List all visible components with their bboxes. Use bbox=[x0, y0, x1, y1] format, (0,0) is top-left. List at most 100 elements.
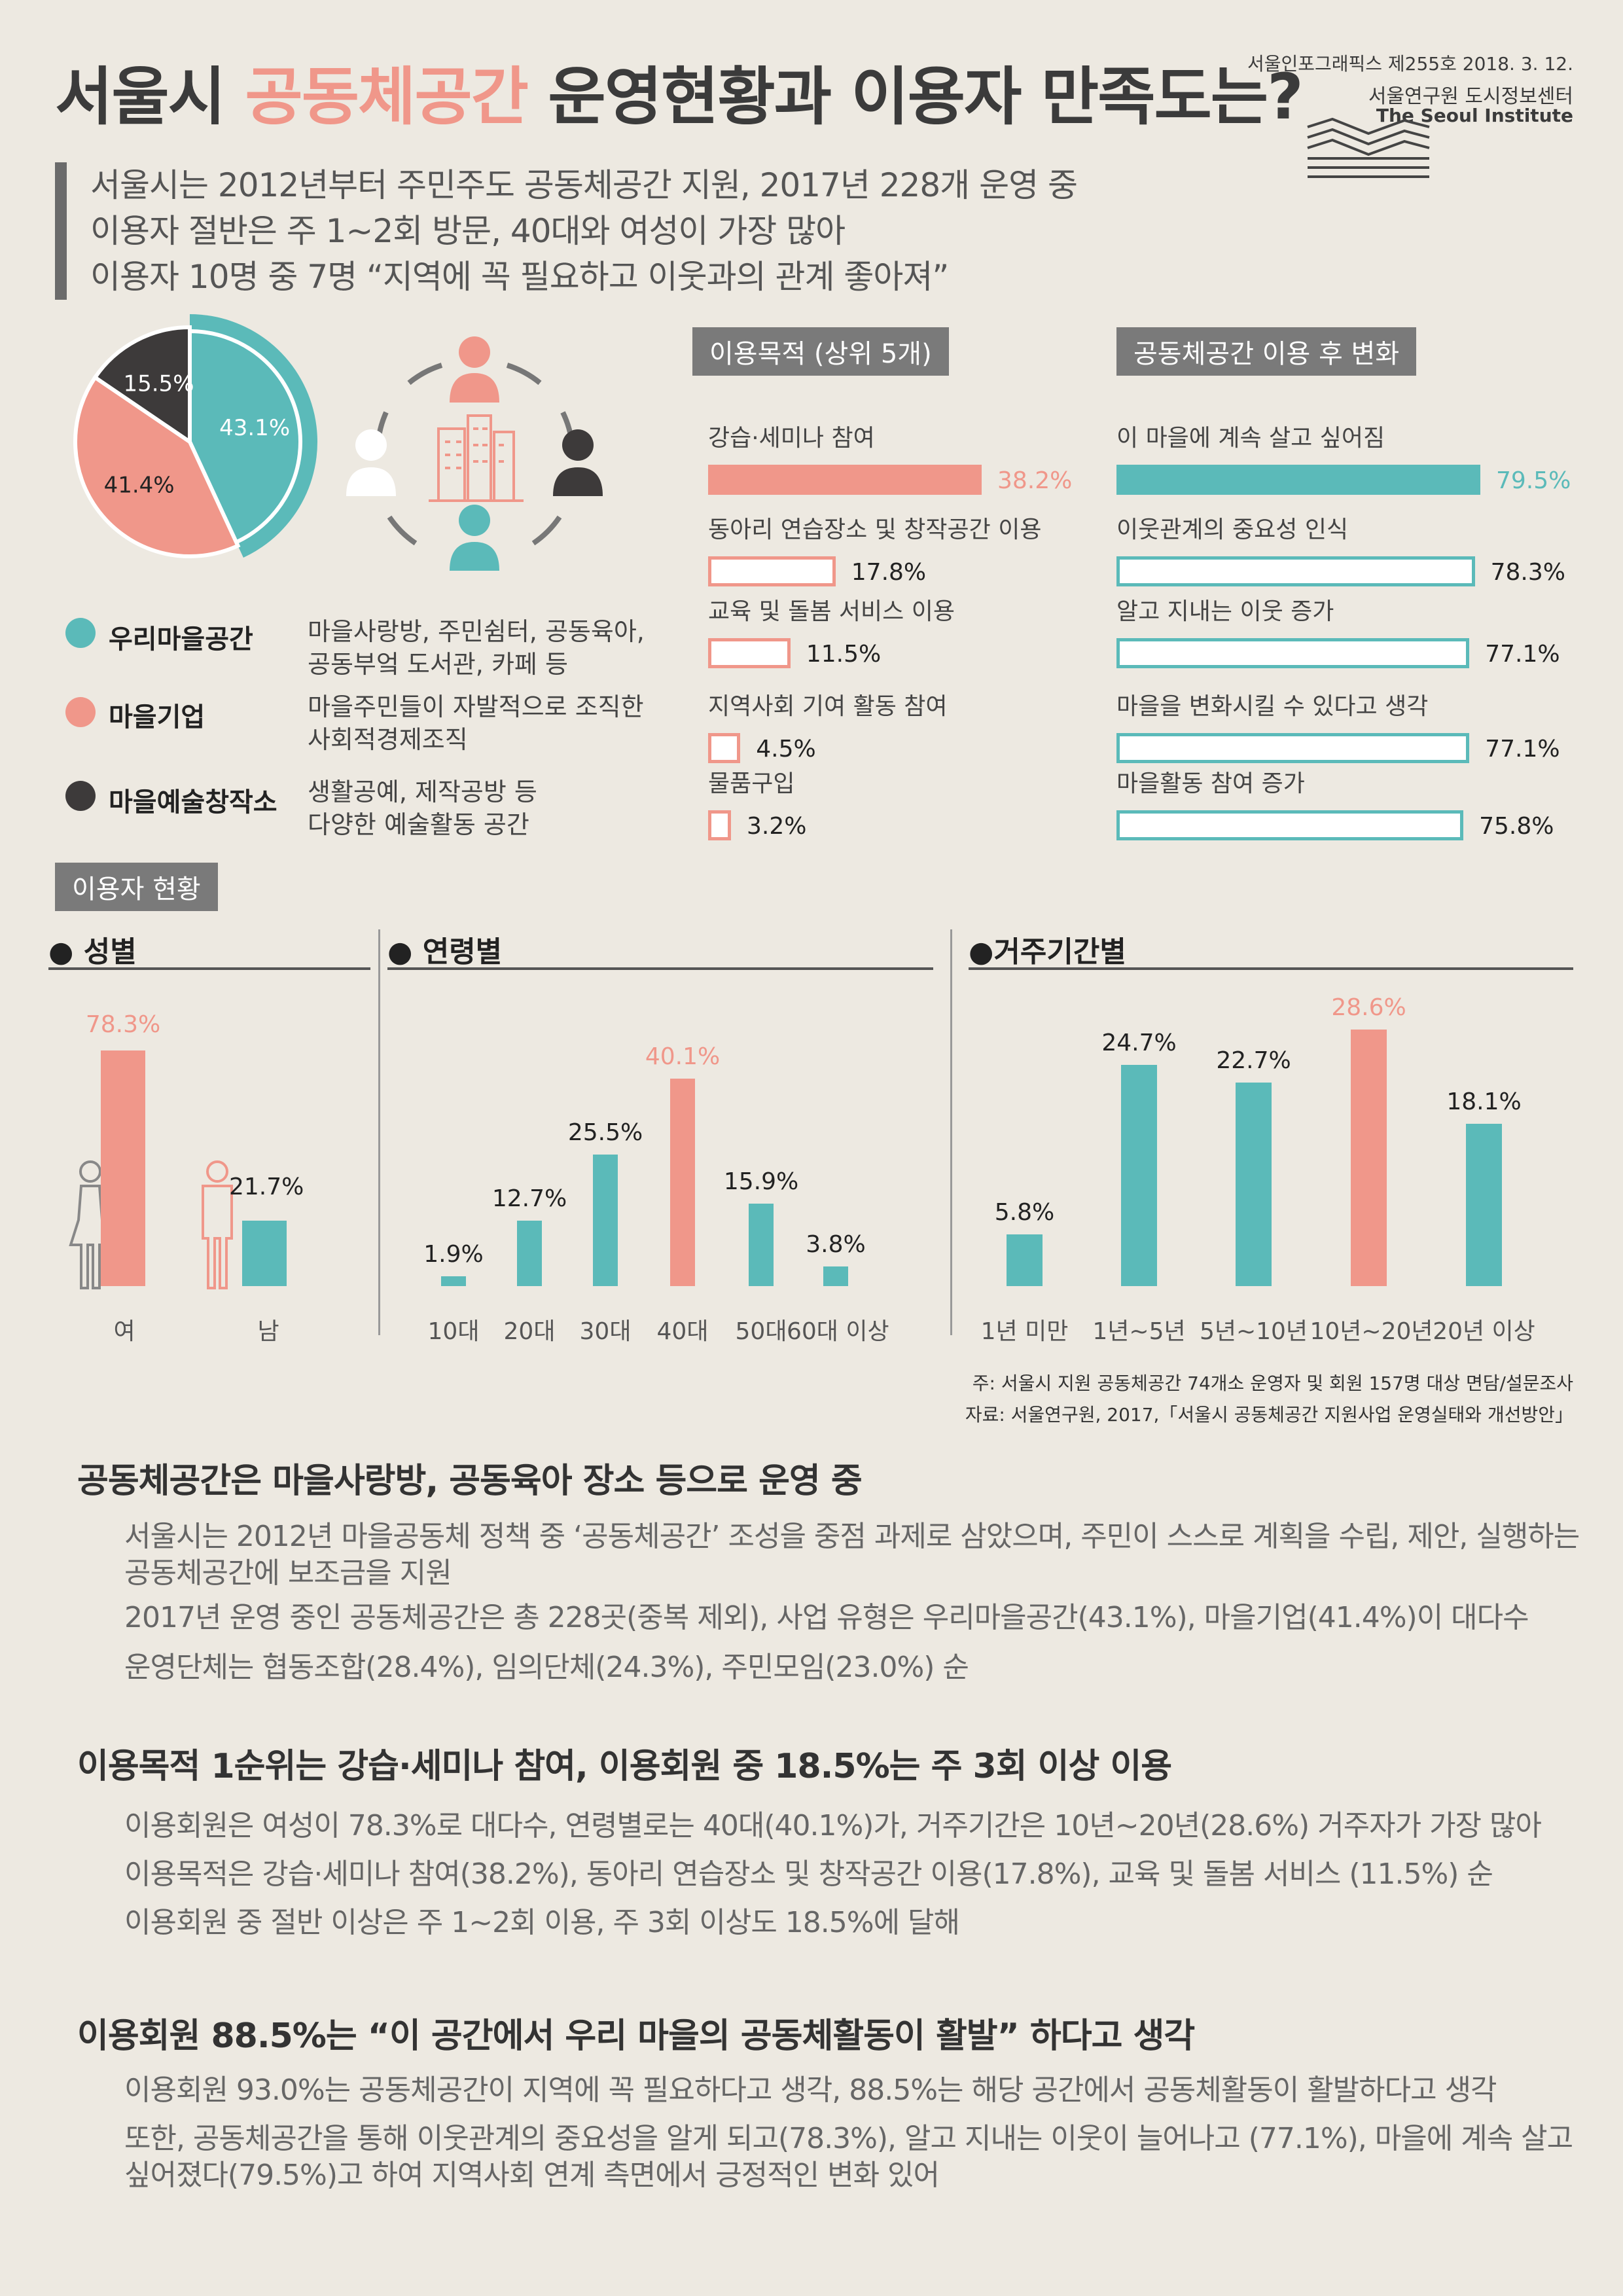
vbar bbox=[1121, 1064, 1157, 1286]
age-heading-line bbox=[387, 967, 933, 970]
summary-block: 서울시는 2012년부터 주민주도 공동체공간 지원, 2017년 228개 운… bbox=[55, 162, 1078, 300]
vbar-value-label: 25.5% bbox=[567, 1119, 643, 1146]
seoul-institute-logo bbox=[1307, 118, 1430, 178]
vbar bbox=[1007, 1234, 1043, 1286]
residence-title: 거주기간별 bbox=[993, 935, 1126, 969]
hbar-category-label: 강습·세미나 참여 bbox=[708, 425, 875, 452]
legend-desc-line: 공동부엌 도서관, 카페 등 bbox=[308, 650, 568, 679]
gender-heading: ● 성별 bbox=[48, 935, 137, 969]
summary-line: 서울시는 2012년부터 주민주도 공동체공간 지원, 2017년 228개 운… bbox=[90, 166, 1078, 204]
legend-dot-teal bbox=[65, 618, 96, 648]
vbar-category-label: 10년~20년 bbox=[1310, 1318, 1433, 1345]
section-paragraph: 이용회원 중 절반 이상은 주 1~2회 이용, 주 3회 이상도 18.5%에… bbox=[124, 1906, 960, 1939]
divider bbox=[378, 929, 380, 1335]
legend-desc: 생활공예, 제작공방 등 다양한 예술활동 공간 bbox=[308, 776, 537, 841]
residence-heading-line bbox=[969, 967, 1573, 970]
hbar-category-label: 물품구입 bbox=[708, 770, 795, 797]
section-paragraph: 이용회원은 여성이 78.3%로 대다수, 연령별로는 40대(40.1%)가,… bbox=[124, 1809, 1542, 1842]
hbar bbox=[708, 638, 791, 668]
summary-line: 이용자 절반은 주 1~2회 방문, 40대와 여성이 가장 많아 bbox=[90, 212, 846, 250]
age-heading: ● 연령별 bbox=[387, 935, 503, 969]
change-title: 공동체공간 이용 후 변화 bbox=[1116, 327, 1417, 376]
person-icon bbox=[553, 429, 603, 496]
person-icon bbox=[450, 336, 499, 403]
pie-slice bbox=[92, 325, 192, 446]
gender-title: 성별 bbox=[83, 935, 137, 969]
vbar-category-label: 40대 bbox=[656, 1318, 709, 1345]
hbar-category-label: 마을을 변화시킬 수 있다고 생각 bbox=[1116, 693, 1429, 720]
legend-desc-line: 마을주민들이 자발적으로 조직한 bbox=[308, 692, 644, 721]
legend-desc-line: 사회적경제조직 bbox=[308, 725, 468, 754]
hbar bbox=[708, 465, 982, 495]
vbar-value-label: 5.8% bbox=[994, 1198, 1055, 1226]
vbar bbox=[749, 1204, 774, 1286]
hbar-category-label: 이웃관계의 중요성 인식 bbox=[1116, 516, 1349, 543]
vbar-category-label: 30대 bbox=[579, 1318, 632, 1345]
hbar-value-label: 17.8% bbox=[851, 559, 927, 586]
hbar bbox=[708, 556, 836, 586]
divider bbox=[950, 929, 952, 1335]
vbar bbox=[593, 1154, 618, 1286]
pie-label: 15.5% bbox=[123, 370, 194, 397]
legend-desc-line: 생활공예, 제작공방 등 bbox=[308, 778, 537, 806]
legend-name: 마을기업 bbox=[109, 702, 205, 732]
hbar bbox=[1116, 638, 1470, 668]
vbar-value-label: 12.7% bbox=[491, 1185, 567, 1212]
vbar-category-label: 60대 이상 bbox=[787, 1318, 889, 1345]
title-post: 운영현황과 이용자 만족도는? bbox=[527, 60, 1303, 134]
hbar-category-label: 교육 및 돌봄 서비스 이용 bbox=[708, 598, 955, 625]
pie-label: 43.1% bbox=[219, 415, 290, 441]
legend-name: 마을예술창작소 bbox=[109, 787, 277, 817]
hbar-category-label: 동아리 연습장소 및 창작공간 이용 bbox=[708, 516, 1042, 543]
vbar bbox=[242, 1221, 287, 1286]
hbar-category-label: 이 마을에 계속 살고 싶어짐 bbox=[1116, 425, 1385, 452]
vbar bbox=[1236, 1083, 1272, 1286]
age-title: 연령별 bbox=[422, 935, 503, 969]
type-pie-chart: 43.1% 41.4% 15.5% bbox=[73, 314, 318, 558]
hbar-value-label: 3.2% bbox=[747, 813, 807, 840]
legend-desc: 마을주민들이 자발적으로 조직한 사회적경제조직 bbox=[308, 691, 644, 756]
person-icon bbox=[450, 505, 499, 571]
vbar-category-label: 20년 이상 bbox=[1433, 1318, 1535, 1345]
users-title: 이용자 현황 bbox=[55, 863, 218, 911]
hbar-category-label: 지역사회 기여 활동 참여 bbox=[708, 693, 948, 720]
hbar-value-label: 79.5% bbox=[1496, 467, 1571, 494]
section-paragraph: 또한, 공동체공간을 통해 이웃관계의 중요성을 알게 되고(78.3%), 알… bbox=[124, 2122, 1573, 2192]
legend-dot-dark bbox=[65, 781, 96, 811]
residence-heading: ●거주기간별 bbox=[969, 935, 1126, 969]
vbar bbox=[1466, 1124, 1502, 1286]
pie-slice-inner bbox=[188, 329, 302, 545]
pie-slice bbox=[73, 374, 241, 558]
vbar-value-label: 21.7% bbox=[229, 1174, 304, 1201]
hbar bbox=[1116, 465, 1480, 495]
vbar-category-label: 여 bbox=[113, 1318, 135, 1345]
section-heading: 이용목적 1순위는 강습·세미나 참여, 이용회원 중 18.5%는 주 3회 … bbox=[77, 1747, 1172, 1786]
vbar-value-label: 24.7% bbox=[1101, 1029, 1177, 1056]
vbar-category-label: 남 bbox=[257, 1318, 279, 1345]
vbar bbox=[441, 1276, 466, 1286]
hbar-value-label: 38.2% bbox=[997, 467, 1073, 494]
vbar-category-label: 10대 bbox=[427, 1318, 480, 1345]
legend-dot-salmon bbox=[65, 697, 96, 727]
hbar bbox=[708, 810, 732, 840]
pie-label: 41.4% bbox=[104, 473, 175, 499]
vbar-category-label: 1년~5년 bbox=[1092, 1318, 1186, 1345]
vbar-value-label: 15.9% bbox=[723, 1168, 799, 1196]
org-name-kr: 서울연구원 도시정보센터 bbox=[1368, 85, 1573, 108]
hbar-category-label: 알고 지내는 이웃 증가 bbox=[1116, 598, 1334, 625]
vbar-value-label: 28.6% bbox=[1331, 994, 1406, 1022]
community-illustration bbox=[346, 336, 603, 571]
vbar bbox=[517, 1220, 542, 1286]
hbar bbox=[1116, 556, 1475, 586]
legend-desc-line: 다양한 예술활동 공간 bbox=[308, 810, 529, 839]
hbar-value-label: 78.3% bbox=[1490, 559, 1565, 586]
vbar-value-label: 40.1% bbox=[645, 1043, 721, 1071]
summary-line: 이용자 10명 중 7명 “지역에 꼭 필요하고 이웃과의 관계 좋아져” bbox=[90, 258, 949, 296]
vbar-value-label: 1.9% bbox=[423, 1240, 484, 1268]
vbar-value-label: 78.3% bbox=[85, 1011, 161, 1038]
vbar-value-label: 18.1% bbox=[1446, 1088, 1522, 1116]
section-heading: 공동체공간은 마을사랑방, 공동육아 장소 등으로 운영 중 bbox=[77, 1462, 863, 1501]
hbar-value-label: 11.5% bbox=[806, 641, 882, 668]
vbar bbox=[1351, 1030, 1387, 1286]
source-note: 자료: 서울연구원, 2017,「서울시 공동체공간 지원사업 운영실태와 개선… bbox=[965, 1404, 1573, 1426]
